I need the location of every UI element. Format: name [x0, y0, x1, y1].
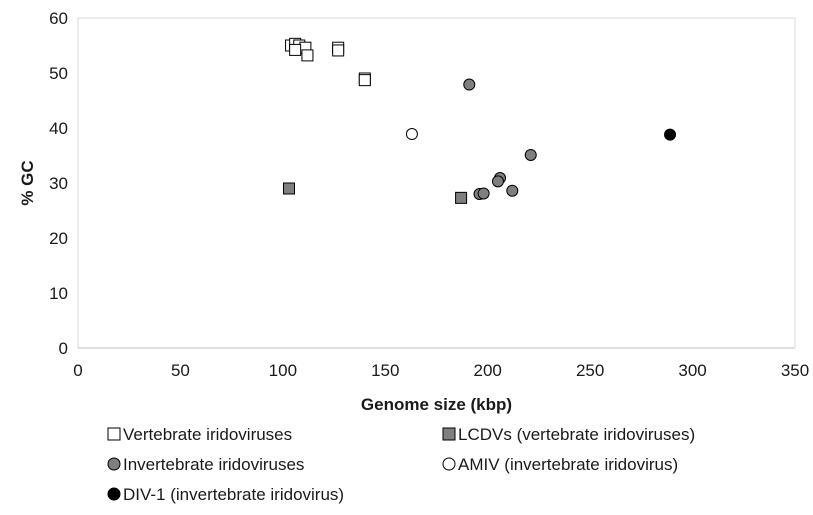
y-tick-label: 20 [49, 229, 68, 248]
x-axis-title: Genome size (kbp) [361, 395, 512, 414]
data-point [283, 182, 296, 195]
x-tick-label: 0 [73, 361, 82, 380]
legend-marker [442, 427, 456, 441]
legend-label: LCDVs (vertebrate iridoviruses) [458, 425, 695, 444]
y-tick-label: 0 [59, 339, 68, 358]
y-tick-label: 60 [49, 9, 68, 28]
plot-area: 0 50 100 150 200 250 300 350 0 10 20 30 40 50 60 [49, 9, 809, 380]
x-tick-label: 200 [474, 361, 502, 380]
data-point [455, 191, 468, 204]
y-tick-label: 40 [49, 119, 68, 138]
data-point [524, 148, 537, 161]
legend: Vertebrate iridoviruses LCDVs (vertebrate… [107, 425, 695, 504]
legend-marker [107, 487, 121, 501]
legend-label: DIV-1 (invertebrate iridovirus) [123, 485, 344, 504]
x-tick-label: 250 [576, 361, 604, 380]
data-point [405, 128, 418, 141]
plot-border [77, 17, 796, 349]
x-tick-label: 50 [171, 361, 190, 380]
data-point [477, 187, 490, 200]
legend-label: AMIV (invertebrate iridovirus) [458, 455, 678, 474]
data-point [301, 49, 314, 62]
data-point [491, 175, 504, 188]
legend-item: Vertebrate iridoviruses [107, 425, 292, 444]
legend-label: Invertebrate iridoviruses [123, 455, 304, 474]
x-tick-label: 150 [371, 361, 399, 380]
legend-item: LCDVs (vertebrate iridoviruses) [442, 425, 695, 444]
x-tick-label: 350 [781, 361, 809, 380]
legend-item: AMIV (invertebrate iridovirus) [442, 455, 678, 474]
y-axis-title: % GC [18, 160, 37, 205]
data-point [664, 128, 677, 141]
legend-item: DIV-1 (invertebrate iridovirus) [107, 485, 344, 504]
x-tick-label: 100 [269, 361, 297, 380]
legend-marker [107, 427, 121, 441]
legend-item: Invertebrate iridoviruses [107, 455, 304, 474]
legend-label: Vertebrate iridoviruses [123, 425, 292, 444]
x-tick-label: 300 [678, 361, 706, 380]
legend-marker [442, 457, 456, 471]
y-tick-label: 10 [49, 284, 68, 303]
legend-marker [107, 457, 121, 471]
data-point [289, 43, 302, 56]
data-point [463, 78, 476, 91]
data-point [332, 44, 345, 57]
y-tick-label: 30 [49, 174, 68, 193]
data-point [358, 74, 371, 87]
data-point [506, 184, 519, 197]
y-tick-label: 50 [49, 64, 68, 83]
